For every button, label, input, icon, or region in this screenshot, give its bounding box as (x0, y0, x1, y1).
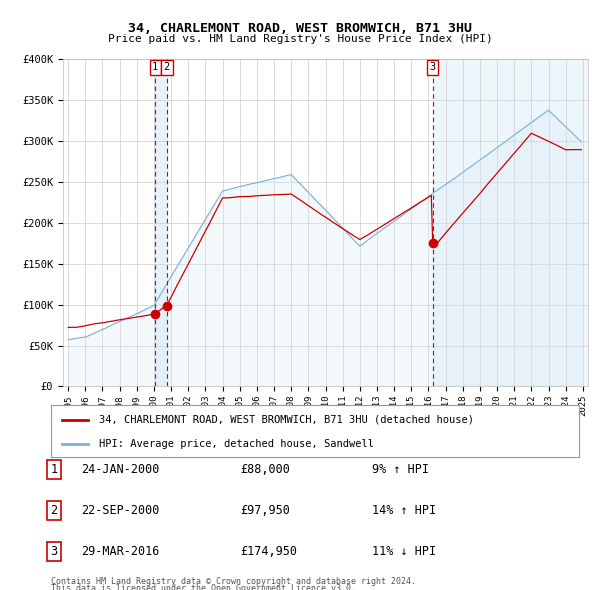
Bar (433, 59, 592, 386)
Text: Price paid vs. HM Land Registry's House Price Index (HPI): Price paid vs. HM Land Registry's House … (107, 34, 493, 44)
Bar (155, 59, 167, 386)
Text: £174,950: £174,950 (240, 545, 297, 558)
Text: 2: 2 (50, 504, 58, 517)
Text: 14% ↑ HPI: 14% ↑ HPI (372, 504, 436, 517)
Text: HPI: Average price, detached house, Sandwell: HPI: Average price, detached house, Sand… (98, 440, 374, 449)
Text: 3: 3 (50, 545, 58, 558)
Text: 1: 1 (152, 63, 158, 72)
Text: 2: 2 (164, 63, 170, 72)
Text: 24-JAN-2000: 24-JAN-2000 (81, 463, 160, 476)
Text: This data is licensed under the Open Government Licence v3.0.: This data is licensed under the Open Gov… (51, 584, 356, 590)
Text: 1: 1 (50, 463, 58, 476)
Text: 34, CHARLEMONT ROAD, WEST BROMWICH, B71 3HU: 34, CHARLEMONT ROAD, WEST BROMWICH, B71 … (128, 22, 472, 35)
Text: 34, CHARLEMONT ROAD, WEST BROMWICH, B71 3HU (detached house): 34, CHARLEMONT ROAD, WEST BROMWICH, B71 … (98, 415, 473, 425)
Text: 11% ↓ HPI: 11% ↓ HPI (372, 545, 436, 558)
Text: 9% ↑ HPI: 9% ↑ HPI (372, 463, 429, 476)
Text: £97,950: £97,950 (240, 504, 290, 517)
Text: 22-SEP-2000: 22-SEP-2000 (81, 504, 160, 517)
Text: 3: 3 (430, 63, 436, 72)
Text: Contains HM Land Registry data © Crown copyright and database right 2024.: Contains HM Land Registry data © Crown c… (51, 577, 416, 586)
Text: 29-MAR-2016: 29-MAR-2016 (81, 545, 160, 558)
Text: £88,000: £88,000 (240, 463, 290, 476)
